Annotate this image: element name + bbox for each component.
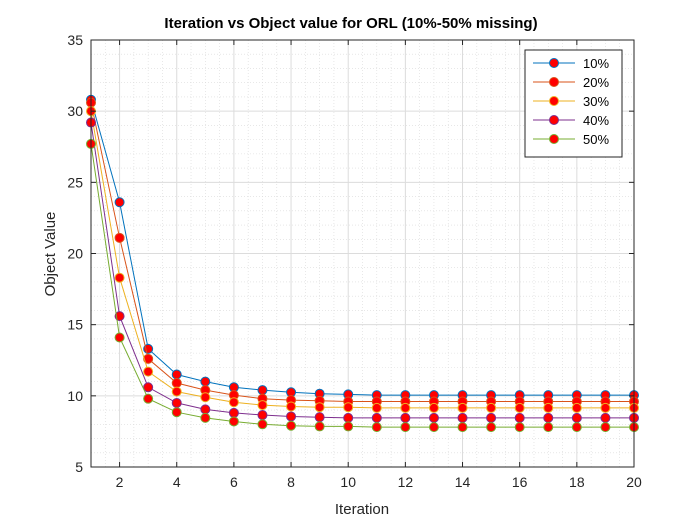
data-point [600, 402, 611, 413]
data-point [314, 402, 325, 413]
x-tick-label: 14 [455, 474, 471, 490]
data-point [571, 402, 582, 413]
x-tick-label: 10 [340, 474, 356, 490]
data-point [486, 412, 497, 423]
y-axis-label: Object Value [42, 212, 59, 297]
x-tick-label: 12 [398, 474, 414, 490]
data-point [200, 376, 211, 387]
data-point [400, 422, 411, 433]
data-point [286, 420, 297, 431]
data-point [571, 422, 582, 433]
data-point [314, 421, 325, 432]
x-axis-label: Iteration [335, 501, 389, 518]
data-point [428, 402, 439, 413]
data-point [343, 421, 354, 432]
data-point [114, 311, 125, 322]
y-tick-label: 10 [67, 388, 83, 404]
data-point [457, 402, 468, 413]
data-point [314, 412, 325, 423]
x-tick-label: 2 [116, 474, 124, 490]
data-point [600, 422, 611, 433]
data-point [286, 411, 297, 422]
data-point [257, 419, 268, 430]
series-50% [86, 138, 639, 433]
data-point [257, 385, 268, 396]
data-point [171, 378, 182, 389]
data-point [543, 412, 554, 423]
data-point [114, 232, 125, 243]
x-tick-label: 8 [287, 474, 295, 490]
data-point [457, 422, 468, 433]
data-point [143, 366, 154, 377]
data-point [171, 369, 182, 380]
y-tick-label: 15 [67, 317, 83, 333]
data-point [114, 197, 125, 208]
legend-marker [549, 77, 559, 87]
legend-marker [549, 58, 559, 68]
y-tick-label: 30 [67, 103, 83, 119]
data-point [143, 353, 154, 364]
data-point [514, 412, 525, 423]
data-point [228, 407, 239, 418]
legend-marker [549, 96, 559, 106]
data-point [371, 402, 382, 413]
legend-marker [549, 134, 559, 144]
data-point [428, 422, 439, 433]
series-40% [86, 117, 639, 423]
data-point [143, 393, 154, 404]
data-point [114, 332, 125, 343]
legend-label: 10% [583, 56, 609, 71]
data-point [171, 397, 182, 408]
data-point [200, 404, 211, 415]
data-point [571, 412, 582, 423]
data-point [228, 416, 239, 427]
data-point [114, 272, 125, 283]
legend-marker [549, 115, 559, 125]
data-point [514, 402, 525, 413]
y-tick-label: 25 [67, 174, 83, 190]
data-point [457, 412, 468, 423]
x-tick-label: 16 [512, 474, 528, 490]
legend-label: 40% [583, 113, 609, 128]
legend: 10% 20% 30% 40% 50% [524, 49, 623, 158]
data-point [400, 412, 411, 423]
x-tick-label: 4 [173, 474, 181, 490]
data-point [400, 402, 411, 413]
data-point [543, 422, 554, 433]
data-point [343, 412, 354, 423]
data-point [428, 412, 439, 423]
data-point [343, 402, 354, 413]
x-tick-label: 18 [569, 474, 585, 490]
data-point [143, 382, 154, 393]
data-point [171, 386, 182, 397]
chart-title: Iteration vs Object value for ORL (10%-5… [164, 15, 537, 32]
data-point [257, 410, 268, 421]
data-point [286, 401, 297, 412]
x-tick-label: 20 [626, 474, 642, 490]
y-tick-label: 5 [75, 459, 83, 475]
y-tick-label: 35 [67, 32, 83, 48]
data-point [228, 397, 239, 408]
data-point [486, 402, 497, 413]
y-tick-label: 20 [67, 246, 83, 262]
data-point [600, 412, 611, 423]
data-point [514, 422, 525, 433]
data-point [257, 400, 268, 411]
legend-label: 50% [583, 132, 609, 147]
axis-ticks: 2 4 6 8 10 12 14 16 18 20 5 10 15 20 25 30 35 [67, 32, 642, 490]
data-point [543, 402, 554, 413]
data-point [371, 412, 382, 423]
data-point [486, 422, 497, 433]
data-point [200, 412, 211, 423]
data-point [371, 422, 382, 433]
legend-label: 30% [583, 94, 609, 109]
legend-label: 20% [583, 75, 609, 90]
x-tick-label: 6 [230, 474, 238, 490]
data-point [200, 392, 211, 403]
data-point [171, 407, 182, 418]
